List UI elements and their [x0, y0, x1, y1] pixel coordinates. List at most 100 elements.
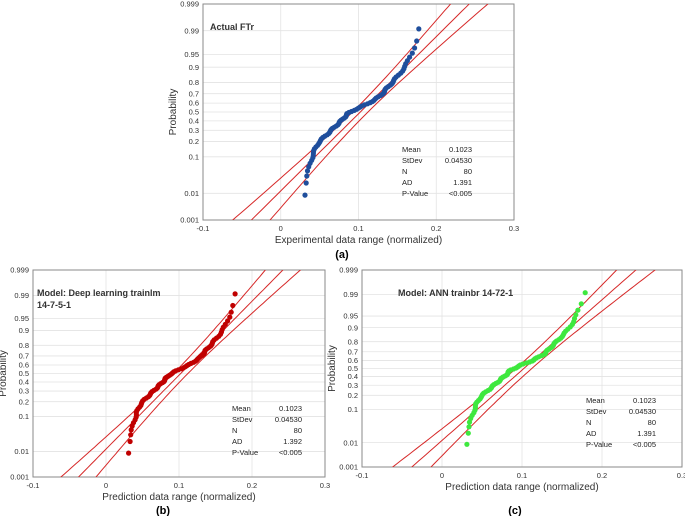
- y-tick-label: 0.001: [180, 216, 199, 225]
- y-tick-label: 0.01: [343, 438, 358, 447]
- plot-title: Actual FTr: [210, 22, 255, 32]
- y-tick-label: 0.7: [189, 89, 199, 98]
- figure-caption: (c): [508, 505, 522, 516]
- stat-label: StDev: [586, 407, 607, 416]
- fitted-line: [411, 270, 637, 467]
- data-points: [126, 291, 238, 456]
- data-point: [303, 180, 309, 186]
- y-tick-label: 0.9: [189, 63, 199, 72]
- stat-label: N: [586, 418, 591, 427]
- stat-label: StDev: [232, 415, 253, 424]
- stat-label: P-Value: [586, 440, 612, 449]
- stat-label: N: [402, 167, 407, 176]
- stat-value: 1.391: [453, 178, 472, 187]
- data-point: [230, 302, 236, 309]
- y-axis-title: Probability: [327, 345, 338, 392]
- stat-value: 0.04530: [629, 407, 656, 416]
- x-tick-label: -0.1: [27, 481, 40, 490]
- stat-label: N: [232, 426, 237, 435]
- figure-caption: (a): [335, 249, 349, 261]
- stat-label: AD: [232, 437, 243, 446]
- y-tick-label: 0.999: [339, 266, 358, 275]
- x-axis-title: Prediction data range (normalized): [102, 492, 255, 503]
- upper-confidence-band: [430, 270, 656, 467]
- stat-value: 0.04530: [445, 156, 472, 165]
- y-tick-label: 0.95: [14, 314, 29, 323]
- stat-value: 80: [464, 167, 472, 176]
- x-tick-label: -0.1: [197, 224, 210, 233]
- x-tick-label: 0.1: [517, 471, 527, 480]
- stat-label: P-Value: [402, 189, 428, 198]
- stats-table: Mean 0.1023 StDev 0.04530 N 80 AD 1.392 P-Value <…: [232, 404, 302, 457]
- stat-value: <0.005: [633, 440, 656, 449]
- probability-plot-2: 0.0010.010.10.20.30.40.50.60.70.80.90.95…: [0, 266, 330, 516]
- plot-title: Model: ANN trainbr 14-72-1: [398, 288, 513, 298]
- y-tick-label: 0.5: [189, 108, 199, 117]
- stat-label: P-Value: [232, 448, 258, 457]
- data-point: [128, 427, 134, 433]
- y-tick-label: 0.8: [19, 341, 29, 350]
- stats-table: Mean 0.1023 StDev 0.04530 N 80 AD 1.391 P-Value <…: [586, 396, 656, 449]
- y-tick-label: 0.9: [348, 323, 358, 332]
- y-tick-label: 0.001: [339, 463, 358, 472]
- y-tick-label: 0.2: [19, 397, 29, 406]
- y-tick-label: 0.99: [343, 290, 358, 299]
- x-tick-label: 0.2: [247, 481, 257, 490]
- stat-value: 80: [648, 418, 656, 427]
- y-tick-label: 0.999: [10, 266, 29, 275]
- data-point: [227, 314, 233, 320]
- y-tick-label: 0.7: [348, 347, 358, 356]
- y-tick-label: 0.95: [343, 312, 358, 321]
- upper-confidence-band: [95, 270, 302, 477]
- stat-label: Mean: [402, 145, 421, 154]
- y-tick-label: 0.01: [184, 189, 199, 198]
- x-tick-label: 0: [104, 481, 108, 490]
- stat-value: 80: [294, 426, 302, 435]
- data-point: [573, 312, 579, 318]
- data-point: [465, 430, 471, 436]
- probability-plot-1: 0.0010.010.10.20.30.40.50.60.70.80.90.95…: [168, 0, 519, 261]
- figure-caption: (b): [156, 505, 170, 516]
- plot-title-line2: 14-7-5-1: [37, 300, 71, 310]
- x-axis-title: Prediction data range (normalized): [445, 482, 598, 493]
- upper-confidence-band: [269, 4, 489, 220]
- stat-value: 0.1023: [449, 145, 472, 154]
- y-tick-label: 0.5: [19, 369, 29, 378]
- data-point: [127, 438, 133, 445]
- y-tick-label: 0.99: [14, 291, 29, 300]
- data-point: [582, 290, 588, 296]
- x-tick-label: 0.1: [174, 481, 184, 490]
- data-point: [464, 441, 470, 447]
- plot-title: Model: Deep learning trainlm: [37, 288, 161, 298]
- data-point: [126, 450, 132, 456]
- y-tick-label: 0.1: [348, 405, 358, 414]
- stat-value: 1.391: [637, 429, 656, 438]
- x-tick-label: 0: [440, 471, 444, 480]
- x-tick-label: 0.3: [509, 224, 519, 233]
- plot-frame: [361, 269, 683, 468]
- y-tick-label: 0.6: [19, 361, 29, 370]
- y-tick-label: 0.1: [19, 412, 29, 421]
- data-points: [302, 26, 422, 198]
- y-tick-label: 0.4: [19, 378, 29, 387]
- x-tick-label: 0.2: [597, 471, 607, 480]
- stat-value: 0.1023: [633, 396, 656, 405]
- y-tick-label: 0.2: [348, 391, 358, 400]
- y-tick-label: 0.3: [348, 381, 358, 390]
- data-point: [228, 309, 234, 315]
- y-axis-title: Probability: [168, 89, 179, 136]
- y-tick-label: 0.4: [348, 372, 358, 381]
- data-point: [466, 424, 472, 430]
- y-tick-label: 0.9: [19, 326, 29, 335]
- x-tick-label: 0.3: [320, 481, 330, 490]
- probability-plot-3: 0.0010.010.10.20.30.40.50.60.70.80.90.95…: [327, 266, 685, 516]
- data-point: [232, 291, 238, 297]
- y-tick-label: 0.001: [10, 473, 29, 482]
- data-point: [409, 50, 415, 56]
- fit-lines: [231, 4, 489, 220]
- y-tick-label: 0.7: [19, 352, 29, 361]
- fitted-line: [250, 4, 470, 220]
- data-point: [407, 54, 413, 60]
- x-axis-title: Experimental data range (normalized): [275, 235, 442, 246]
